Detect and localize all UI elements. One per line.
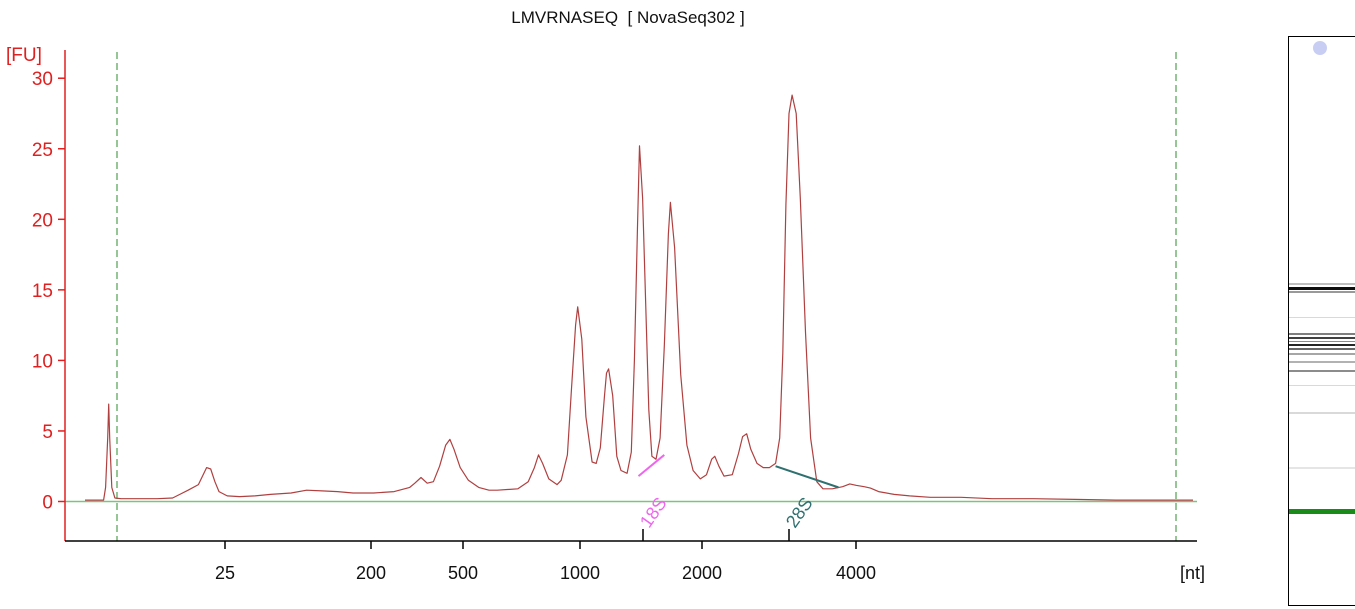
gel-band [1289,385,1355,386]
gel-band [1289,361,1355,363]
gel-band [1289,412,1355,414]
gel-band [1289,341,1355,342]
peak-18s-integration-line [637,454,665,477]
electropherogram-trace [85,94,1193,501]
x-tick-label-500: 500 [448,563,478,583]
gel-image-panel [1288,36,1355,606]
x-tick-label-4000: 4000 [836,563,876,583]
x-tick-label-1000: 1000 [560,563,600,583]
x-axis-label: [nt] [1180,563,1205,583]
gel-band [1289,333,1355,335]
electropherogram-chart: LMVRNASEQ [ NovaSeq302 ] [FU] [nt] 0 5 10 1… [6,8,1205,583]
y-tick-label-20: 20 [32,210,53,231]
gel-lower-marker-band [1289,509,1355,514]
gel-band [1289,344,1355,346]
gel-band [1289,370,1355,372]
upper-marker-dot [1313,41,1327,55]
peak-28s-integration-line [775,465,839,489]
gel-band [1289,337,1355,339]
y-tick-label-30: 30 [32,69,53,90]
chart-title: LMVRNASEQ [ NovaSeq302 ] [511,8,744,27]
x-tick-label-200: 200 [356,563,386,583]
gel-band [1289,283,1355,285]
y-tick-label-0: 0 [42,492,53,513]
marker-label-18s: 18S [636,494,671,532]
gel-band [1289,348,1355,350]
gel-band [1289,291,1355,293]
y-tick-label-15: 15 [32,281,53,302]
gel-band [1289,287,1355,290]
y-tick-label-10: 10 [32,351,53,372]
y-tick-label-5: 5 [42,422,53,443]
gel-band [1289,467,1355,469]
marker-label-28s: 28S [782,494,817,532]
x-tick-label-2000: 2000 [682,563,722,583]
y-tick-label-25: 25 [32,140,53,161]
gel-band [1289,317,1355,318]
gel-band [1289,353,1355,355]
y-axis-label: [FU] [6,45,42,66]
x-tick-label-25: 25 [215,563,235,583]
